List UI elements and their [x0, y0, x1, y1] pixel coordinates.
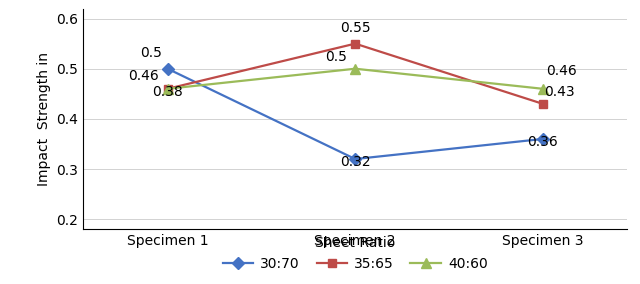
35:65	[164, 87, 172, 91]
Line: 40:60: 40:60	[163, 64, 548, 94]
Text: 0.43: 0.43	[545, 85, 575, 99]
Legend: 30:70, 35:65, 40:60: 30:70, 35:65, 40:60	[217, 231, 493, 277]
Line: 30:70: 30:70	[163, 64, 547, 163]
Text: 0.5: 0.5	[140, 46, 162, 60]
40:60	[351, 67, 359, 70]
Line: 35:65: 35:65	[163, 39, 547, 108]
Text: 0.32: 0.32	[340, 155, 371, 169]
30:70	[164, 67, 172, 70]
Text: 0.46: 0.46	[128, 69, 159, 83]
Text: 0.55: 0.55	[340, 21, 371, 35]
30:70	[351, 157, 359, 161]
Text: 0.46: 0.46	[546, 64, 577, 78]
35:65	[351, 42, 359, 45]
40:60	[539, 87, 547, 91]
Text: 0.38: 0.38	[152, 85, 183, 99]
40:60	[164, 87, 172, 91]
Text: 0.5: 0.5	[326, 50, 348, 64]
30:70	[539, 137, 547, 141]
Y-axis label: Impact  Strength in: Impact Strength in	[36, 52, 51, 186]
35:65	[539, 102, 547, 106]
Text: 0.36: 0.36	[527, 135, 558, 149]
